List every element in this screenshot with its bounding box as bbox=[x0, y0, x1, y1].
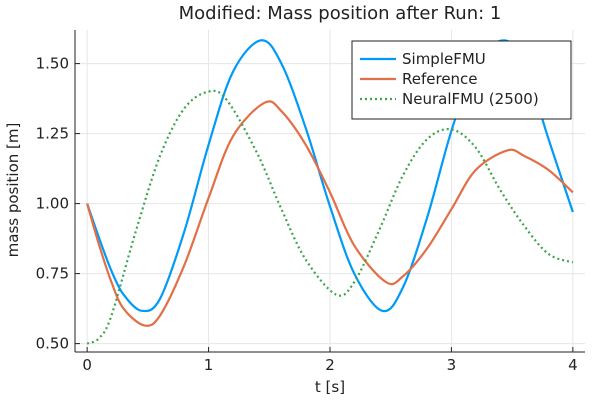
y-tick-label: 0.75 bbox=[36, 265, 69, 283]
y-axis-label: mass position [m] bbox=[4, 123, 22, 258]
legend-label-simplefmu: SimpleFMU bbox=[402, 50, 486, 68]
x-axis-label: t [s] bbox=[315, 378, 345, 396]
x-tick-label: 1 bbox=[204, 356, 214, 374]
x-tick-label: 2 bbox=[325, 356, 335, 374]
legend-label-neuralfmu: NeuralFMU (2500) bbox=[402, 90, 539, 108]
y-tick-label: 0.50 bbox=[36, 335, 69, 353]
x-tick-label: 0 bbox=[82, 356, 92, 374]
y-tick-label: 1.50 bbox=[36, 55, 69, 73]
x-tick-label: 3 bbox=[447, 356, 457, 374]
series-line-reference bbox=[86, 100, 574, 327]
legend-label-reference: Reference bbox=[402, 70, 478, 88]
y-tick-label: 1.00 bbox=[36, 195, 69, 213]
legend: SimpleFMU Reference NeuralFMU (2500) bbox=[351, 40, 572, 120]
chart-title: Modified: Mass position after Run: 1 bbox=[179, 3, 502, 24]
y-tick-label: 1.25 bbox=[36, 125, 69, 143]
series-line-neuralfmu bbox=[86, 89, 574, 345]
x-tick-label: 4 bbox=[568, 356, 578, 374]
axes: 0 1 2 3 4 0.50 0.75 1.00 1.25 1.50 bbox=[36, 30, 585, 374]
